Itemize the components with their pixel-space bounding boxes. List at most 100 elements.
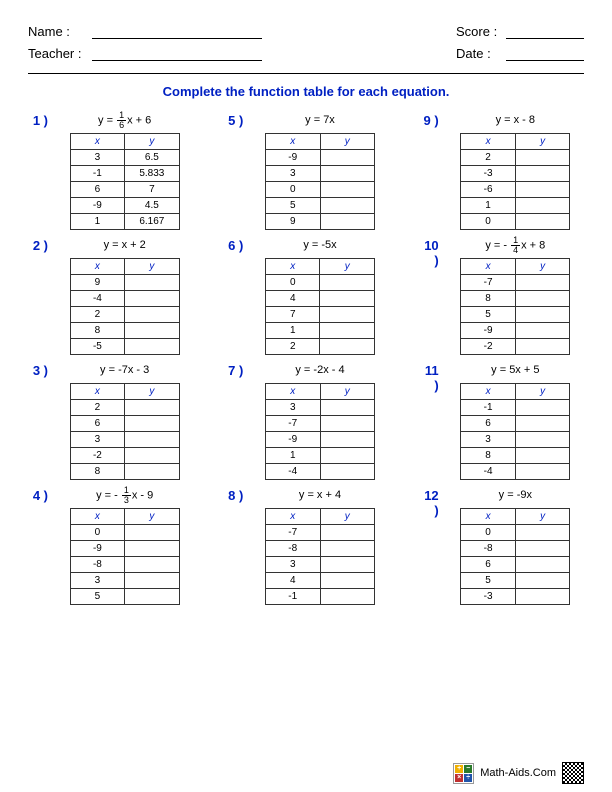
cell-y — [320, 400, 374, 416]
cell-y — [515, 323, 569, 339]
cell-y — [515, 400, 569, 416]
table-row: -5 — [70, 339, 179, 355]
cell-x: 9 — [70, 275, 125, 291]
table-row: -9 — [461, 323, 570, 339]
cell-y — [125, 448, 179, 464]
instruction-text: Complete the function table for each equ… — [28, 84, 584, 99]
table-row: 67 — [70, 182, 179, 198]
cell-x: 2 — [70, 307, 125, 323]
table-row: -3 — [461, 589, 570, 605]
date-label: Date : — [456, 46, 500, 61]
table-row: 3 — [70, 432, 179, 448]
problem: 8 )y = x + 4xy-7-834-1 — [223, 486, 388, 605]
problem: 7 )y = -2x - 4xy3-7-91-4 — [223, 361, 388, 480]
table-row: 8 — [461, 448, 570, 464]
cell-x: -8 — [70, 557, 125, 573]
table-row: 0 — [265, 275, 374, 291]
date-line — [506, 47, 584, 61]
cell-y — [320, 573, 374, 589]
cell-x: -9 — [265, 150, 320, 166]
cell-y — [320, 166, 374, 182]
cell-y — [515, 464, 569, 480]
table-row: 3 — [70, 573, 179, 589]
col-header-x: x — [70, 509, 125, 525]
problem: 4 )y = - 13x - 9xy0-9-835 — [28, 486, 193, 605]
problem: 2 )y = x + 2xy9-428-5 — [28, 236, 193, 355]
cell-y — [320, 182, 374, 198]
date-field: Date : — [456, 46, 584, 61]
cell-x: 5 — [461, 573, 516, 589]
problem-body: y = -7x - 3xy263-28 — [56, 361, 193, 480]
col-header-x: x — [70, 384, 125, 400]
cell-x: -7 — [265, 416, 320, 432]
cell-x: 3 — [265, 557, 320, 573]
name-field: Name : — [28, 24, 262, 39]
cell-x: -4 — [70, 291, 125, 307]
table-row: 5 — [265, 198, 374, 214]
col-header-y: y — [320, 134, 374, 150]
cell-x: 3 — [265, 400, 320, 416]
equation: y = x + 2 — [56, 236, 193, 254]
cell-x: 3 — [265, 166, 320, 182]
cell-y — [320, 525, 374, 541]
cell-x: -6 — [461, 182, 516, 198]
table-row: 16.167 — [70, 214, 179, 230]
function-table: xy-1638-4 — [460, 383, 570, 480]
table-row: 5 — [70, 589, 179, 605]
table-row: 7 — [265, 307, 374, 323]
cell-x: 4 — [265, 573, 320, 589]
cell-x: 7 — [265, 307, 320, 323]
table-row: 0 — [70, 525, 179, 541]
function-table: xy0-865-3 — [460, 508, 570, 605]
table-row: 4 — [265, 573, 374, 589]
table-row: 1 — [265, 448, 374, 464]
cell-y — [515, 182, 569, 198]
equation: y = -7x - 3 — [56, 361, 193, 379]
cell-x: 3 — [70, 573, 125, 589]
col-header-x: x — [265, 384, 320, 400]
teacher-field: Teacher : — [28, 46, 262, 61]
table-row: 1 — [265, 323, 374, 339]
table-row: 2 — [70, 307, 179, 323]
score-label: Score : — [456, 24, 500, 39]
cell-x: 2 — [70, 400, 125, 416]
table-row: 2 — [461, 150, 570, 166]
equation: y = -9x — [447, 486, 584, 504]
cell-x: 2 — [461, 150, 516, 166]
cell-y — [125, 291, 179, 307]
cell-x: 1 — [265, 448, 320, 464]
col-header-x: x — [461, 384, 516, 400]
table-row: 5 — [461, 307, 570, 323]
cell-y — [515, 166, 569, 182]
cell-x: 1 — [461, 198, 516, 214]
problems-grid: 1 )y = 16x + 6xy36.5-15.83367-94.516.167… — [28, 111, 584, 605]
problem: 12 )y = -9xxy0-865-3 — [419, 486, 584, 605]
cell-y — [320, 416, 374, 432]
table-row: -8 — [265, 541, 374, 557]
table-row: -15.833 — [70, 166, 179, 182]
math-aids-logo-icon: +−×÷ — [453, 763, 474, 784]
table-row: 2 — [70, 400, 179, 416]
cell-y — [320, 275, 375, 291]
table-row: -4 — [461, 464, 570, 480]
cell-x: -4 — [265, 464, 320, 480]
problem-number: 1 ) — [28, 111, 48, 230]
footer-site: Math-Aids.Com — [480, 767, 556, 779]
col-header-x: x — [265, 134, 320, 150]
col-header-x: x — [461, 134, 516, 150]
table-row: 0 — [461, 214, 570, 230]
cell-y — [320, 557, 374, 573]
col-header-y: y — [125, 509, 179, 525]
cell-x: 8 — [70, 323, 125, 339]
table-row: -7 — [265, 525, 374, 541]
cell-y — [125, 541, 179, 557]
col-header-x: x — [70, 259, 125, 275]
cell-y — [515, 525, 569, 541]
cell-x: 6 — [70, 416, 125, 432]
table-row: -3 — [461, 166, 570, 182]
cell-x: 0 — [265, 275, 320, 291]
cell-x: -5 — [70, 339, 125, 355]
cell-y — [320, 448, 374, 464]
problem-body: y = x - 8xy2-3-610 — [447, 111, 584, 230]
problem-number: 9 ) — [419, 111, 439, 230]
